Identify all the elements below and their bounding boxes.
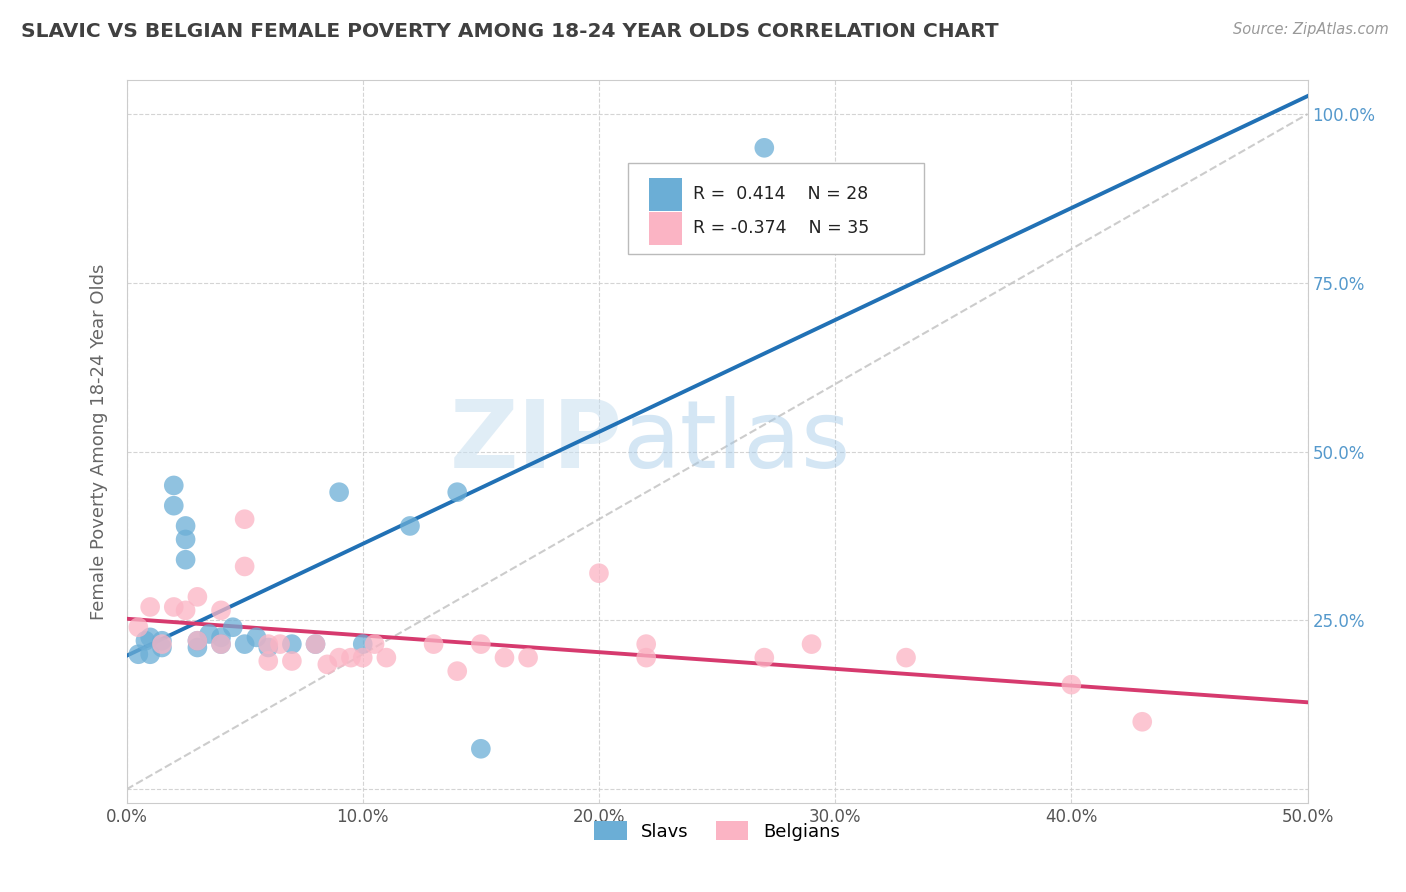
Text: R = -0.374    N = 35: R = -0.374 N = 35 [693, 219, 870, 237]
Point [470, 637, 492, 651]
Point [494, 650, 516, 665]
Point [150, 633, 173, 648]
Point [209, 603, 232, 617]
Point [257, 640, 280, 655]
Point [754, 650, 776, 665]
Point [446, 485, 468, 500]
Point [134, 633, 156, 648]
Point [233, 637, 256, 651]
Point [1060, 678, 1083, 692]
Point [198, 627, 221, 641]
Point [328, 485, 350, 500]
Point [139, 631, 162, 645]
Point [269, 637, 291, 651]
Point [340, 650, 363, 665]
Point [754, 141, 776, 155]
Point [150, 637, 173, 651]
Point [363, 637, 385, 651]
Point [174, 603, 197, 617]
Point [222, 620, 245, 634]
Point [446, 664, 468, 678]
FancyBboxPatch shape [648, 178, 682, 211]
Text: ZIP: ZIP [450, 395, 623, 488]
Point [209, 631, 232, 645]
Point [186, 640, 208, 655]
Point [316, 657, 339, 672]
Point [163, 499, 186, 513]
Point [1130, 714, 1153, 729]
Point [174, 519, 197, 533]
Point [588, 566, 610, 581]
Text: Source: ZipAtlas.com: Source: ZipAtlas.com [1233, 22, 1389, 37]
Point [328, 650, 350, 665]
Point [150, 640, 173, 655]
Point [257, 637, 280, 651]
Point [375, 650, 398, 665]
Point [139, 599, 162, 614]
Y-axis label: Female Poverty Among 18-24 Year Olds: Female Poverty Among 18-24 Year Olds [90, 263, 108, 620]
Point [209, 637, 232, 651]
Point [257, 654, 280, 668]
Point [163, 599, 186, 614]
FancyBboxPatch shape [628, 163, 924, 253]
Point [422, 637, 444, 651]
Point [304, 637, 326, 651]
Point [636, 650, 658, 665]
Point [186, 590, 208, 604]
Point [174, 533, 197, 547]
Text: R =  0.414    N = 28: R = 0.414 N = 28 [693, 186, 869, 203]
Point [245, 631, 267, 645]
Point [186, 633, 208, 648]
Point [139, 647, 162, 661]
Point [281, 637, 304, 651]
Point [894, 650, 917, 665]
Point [399, 519, 422, 533]
Point [233, 559, 256, 574]
Point [281, 654, 304, 668]
Point [800, 637, 823, 651]
Point [127, 647, 149, 661]
Point [174, 552, 197, 566]
FancyBboxPatch shape [648, 212, 682, 244]
Legend: Slavs, Belgians: Slavs, Belgians [588, 814, 846, 848]
Point [517, 650, 540, 665]
Point [470, 741, 492, 756]
Point [636, 637, 658, 651]
Point [163, 478, 186, 492]
Text: SLAVIC VS BELGIAN FEMALE POVERTY AMONG 18-24 YEAR OLDS CORRELATION CHART: SLAVIC VS BELGIAN FEMALE POVERTY AMONG 1… [21, 22, 998, 41]
Point [209, 637, 232, 651]
Point [304, 637, 326, 651]
Point [233, 512, 256, 526]
Point [186, 633, 208, 648]
Text: atlas: atlas [623, 395, 851, 488]
Point [127, 620, 149, 634]
Point [352, 650, 374, 665]
Point [352, 637, 374, 651]
